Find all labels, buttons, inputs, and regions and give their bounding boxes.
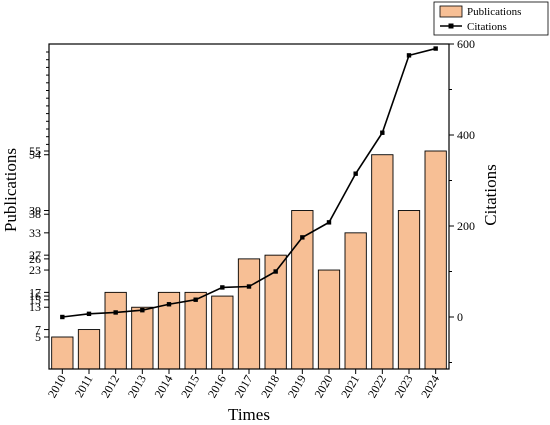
citations-point-2015 [193,297,198,302]
citations-point-2023 [406,53,412,58]
legend-bar-swatch [439,5,463,18]
citations-point-2019 [300,235,305,240]
y-axis-label: Publications [1,148,20,232]
y2-tick-label-600: 600 [457,37,475,51]
bar-2015 [184,291,207,370]
bar-2011 [77,329,101,370]
y-tick-label-38: 38 [29,207,41,221]
bar-2023 [397,210,421,370]
y-tick-label-5: 5 [35,330,41,344]
bar-2020 [317,269,341,370]
y2-axis-label: Citations [481,164,500,225]
right-axis-ticks: 0 200 400 600 [449,37,475,363]
y-tick-label-26: 26 [29,252,41,266]
bar-2012 [104,291,127,370]
y-tick-label-55: 55 [29,144,41,158]
citations-point-2020 [326,220,332,225]
legend: Publications Citations [433,1,549,36]
y-tick-label-27: 27 [29,248,41,262]
citations-point-2018 [273,269,278,274]
bar-2010 [51,336,74,370]
x-axis-label: Times [228,405,270,424]
citations-point-2014 [166,302,172,307]
citations-point-2021 [353,171,358,176]
citations-point-2012 [113,310,118,315]
bar-2017 [237,258,261,370]
citations-point-2013 [140,307,145,313]
bar-2022 [371,154,394,370]
y-tick-label-13: 13 [29,300,41,314]
citations-point-2016 [220,285,225,290]
legend-citations-label: Citations [467,21,507,33]
y-tick-label-33: 33 [29,226,41,240]
y-tick-label-7: 7 [35,323,41,337]
y-tick-label-54: 54 [29,148,41,162]
y-tick-label-23: 23 [29,263,41,277]
bar-2019 [291,210,314,370]
bar-2016 [211,295,234,370]
legend-publications-label: Publications [467,6,521,18]
citations-point-2022 [380,130,385,135]
y-tick-label-16: 16 [29,289,41,303]
bar-2021 [344,232,367,370]
citations-point-2011 [86,311,92,317]
legend-line-marker [448,23,454,29]
y-tick-label-15: 15 [29,293,41,307]
citations-line-group [60,46,438,320]
y2-tick-label-0: 0 [457,310,463,324]
citations-point-2017 [246,284,252,289]
y-tick-label-17: 17 [29,285,41,299]
bar-2024 [424,150,447,370]
bar-2013 [131,306,154,370]
y2-tick-label-200: 200 [457,219,475,233]
citations-point-2024 [433,46,438,51]
y-tick-label-39: 39 [29,204,41,218]
y2-tick-label-400: 400 [457,128,475,142]
citations-point-2010 [60,314,65,320]
